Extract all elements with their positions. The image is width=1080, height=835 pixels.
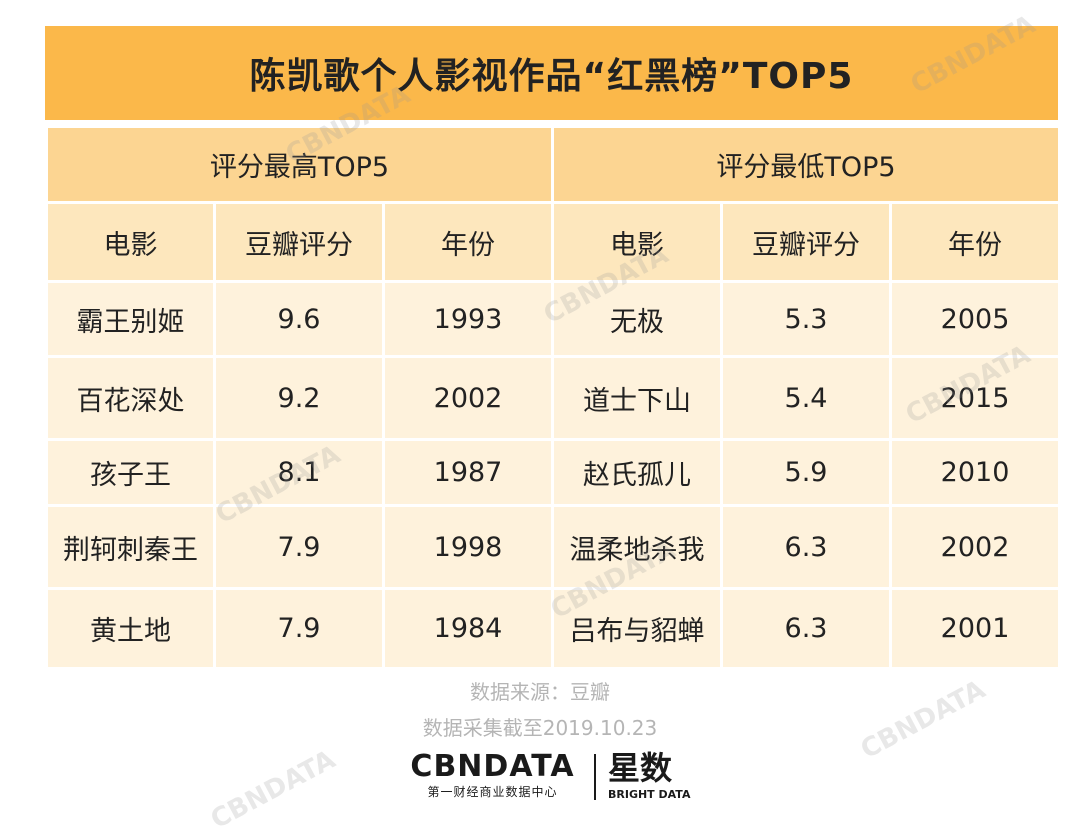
title-bar: 陈凯歌个人影视作品“红黑榜”TOP5	[45, 26, 1058, 120]
column-header-year: 年份	[889, 201, 1062, 283]
low-movie: 温柔地杀我	[551, 504, 724, 590]
high-movie: 霸王别姬	[45, 280, 216, 358]
cbndata-logo-subtitle: 第一财经商业数据中心	[427, 785, 558, 799]
low-rating: 6.3	[720, 587, 893, 670]
table-row: 荆轲刺秦王 7.9 1998 温柔地杀我 6.3 2002	[45, 504, 1062, 590]
low-year: 2010	[889, 438, 1062, 507]
page-title: 陈凯歌个人影视作品“红黑榜”TOP5	[249, 56, 854, 97]
low-year: 2015	[889, 355, 1062, 441]
column-header-movie: 电影	[551, 201, 724, 283]
data-cutoff-note: 数据采集截至2019.10.23	[422, 716, 658, 740]
low-movie: 吕布与貂蝉	[551, 587, 724, 670]
high-year: 2002	[381, 355, 555, 441]
group-header-high: 评分最高TOP5	[44, 125, 555, 204]
low-rating: 6.3	[720, 504, 893, 590]
low-rating: 5.3	[720, 280, 893, 358]
high-rating: 9.2	[213, 355, 385, 441]
low-rating: 5.4	[720, 355, 893, 441]
table-row: 黄土地 7.9 1984 吕布与貂蝉 6.3 2001	[45, 587, 1062, 670]
low-year: 2002	[889, 504, 1062, 590]
cbndata-logo: CBNDATA 第一财经商业数据中心	[405, 750, 580, 800]
watermark: CBNDATA	[205, 744, 341, 835]
column-header-year: 年份	[381, 201, 555, 283]
bright-data-logo-text: 星数	[608, 749, 673, 787]
high-rating: 7.9	[213, 587, 385, 670]
group-header-low: 评分最低TOP5	[551, 125, 1062, 204]
high-rating: 8.1	[213, 438, 385, 507]
table-row: 霸王别姬 9.6 1993 无极 5.3 2005	[45, 280, 1062, 358]
group-header-row: 评分最高TOP5 评分最低TOP5	[44, 125, 1062, 204]
low-rating: 5.9	[720, 438, 893, 507]
ranking-table: 评分最高TOP5 评分最低TOP5 电影 豆瓣评分 年份 电影 豆瓣评分 年份 …	[44, 125, 1062, 670]
high-movie: 百花深处	[45, 355, 216, 441]
column-header-rating: 豆瓣评分	[213, 201, 385, 283]
high-year: 1984	[381, 587, 555, 670]
low-year: 2001	[889, 587, 1062, 670]
low-movie: 道士下山	[551, 355, 724, 441]
table-row: 孩子王 8.1 1987 赵氏孤儿 5.9 2010	[45, 438, 1062, 507]
high-movie: 黄土地	[45, 587, 216, 670]
column-header-row: 电影 豆瓣评分 年份 电影 豆瓣评分 年份	[45, 201, 1062, 283]
footer-logos: CBNDATA 第一财经商业数据中心 星数 BRIGHT DATA	[405, 750, 705, 810]
logo-divider	[594, 754, 596, 800]
high-year: 1998	[381, 504, 555, 590]
bright-data-logo: 星数 BRIGHT DATA	[608, 750, 708, 802]
table-row: 百花深处 9.2 2002 道士下山 5.4 2015	[45, 355, 1062, 441]
high-movie: 荆轲刺秦王	[45, 504, 216, 590]
low-movie: 无极	[551, 280, 724, 358]
column-header-rating: 豆瓣评分	[720, 201, 893, 283]
data-source-note: 数据来源：豆瓣	[470, 680, 610, 704]
cbndata-logo-text: CBNDATA	[410, 749, 575, 784]
low-movie: 赵氏孤儿	[551, 438, 724, 507]
high-year: 1993	[381, 280, 555, 358]
low-year: 2005	[889, 280, 1062, 358]
high-movie: 孩子王	[45, 438, 216, 507]
column-header-movie: 电影	[45, 201, 216, 283]
bright-data-logo-subtitle: BRIGHT DATA	[608, 788, 691, 801]
high-rating: 9.6	[213, 280, 385, 358]
high-rating: 7.9	[213, 504, 385, 590]
high-year: 1987	[381, 438, 555, 507]
